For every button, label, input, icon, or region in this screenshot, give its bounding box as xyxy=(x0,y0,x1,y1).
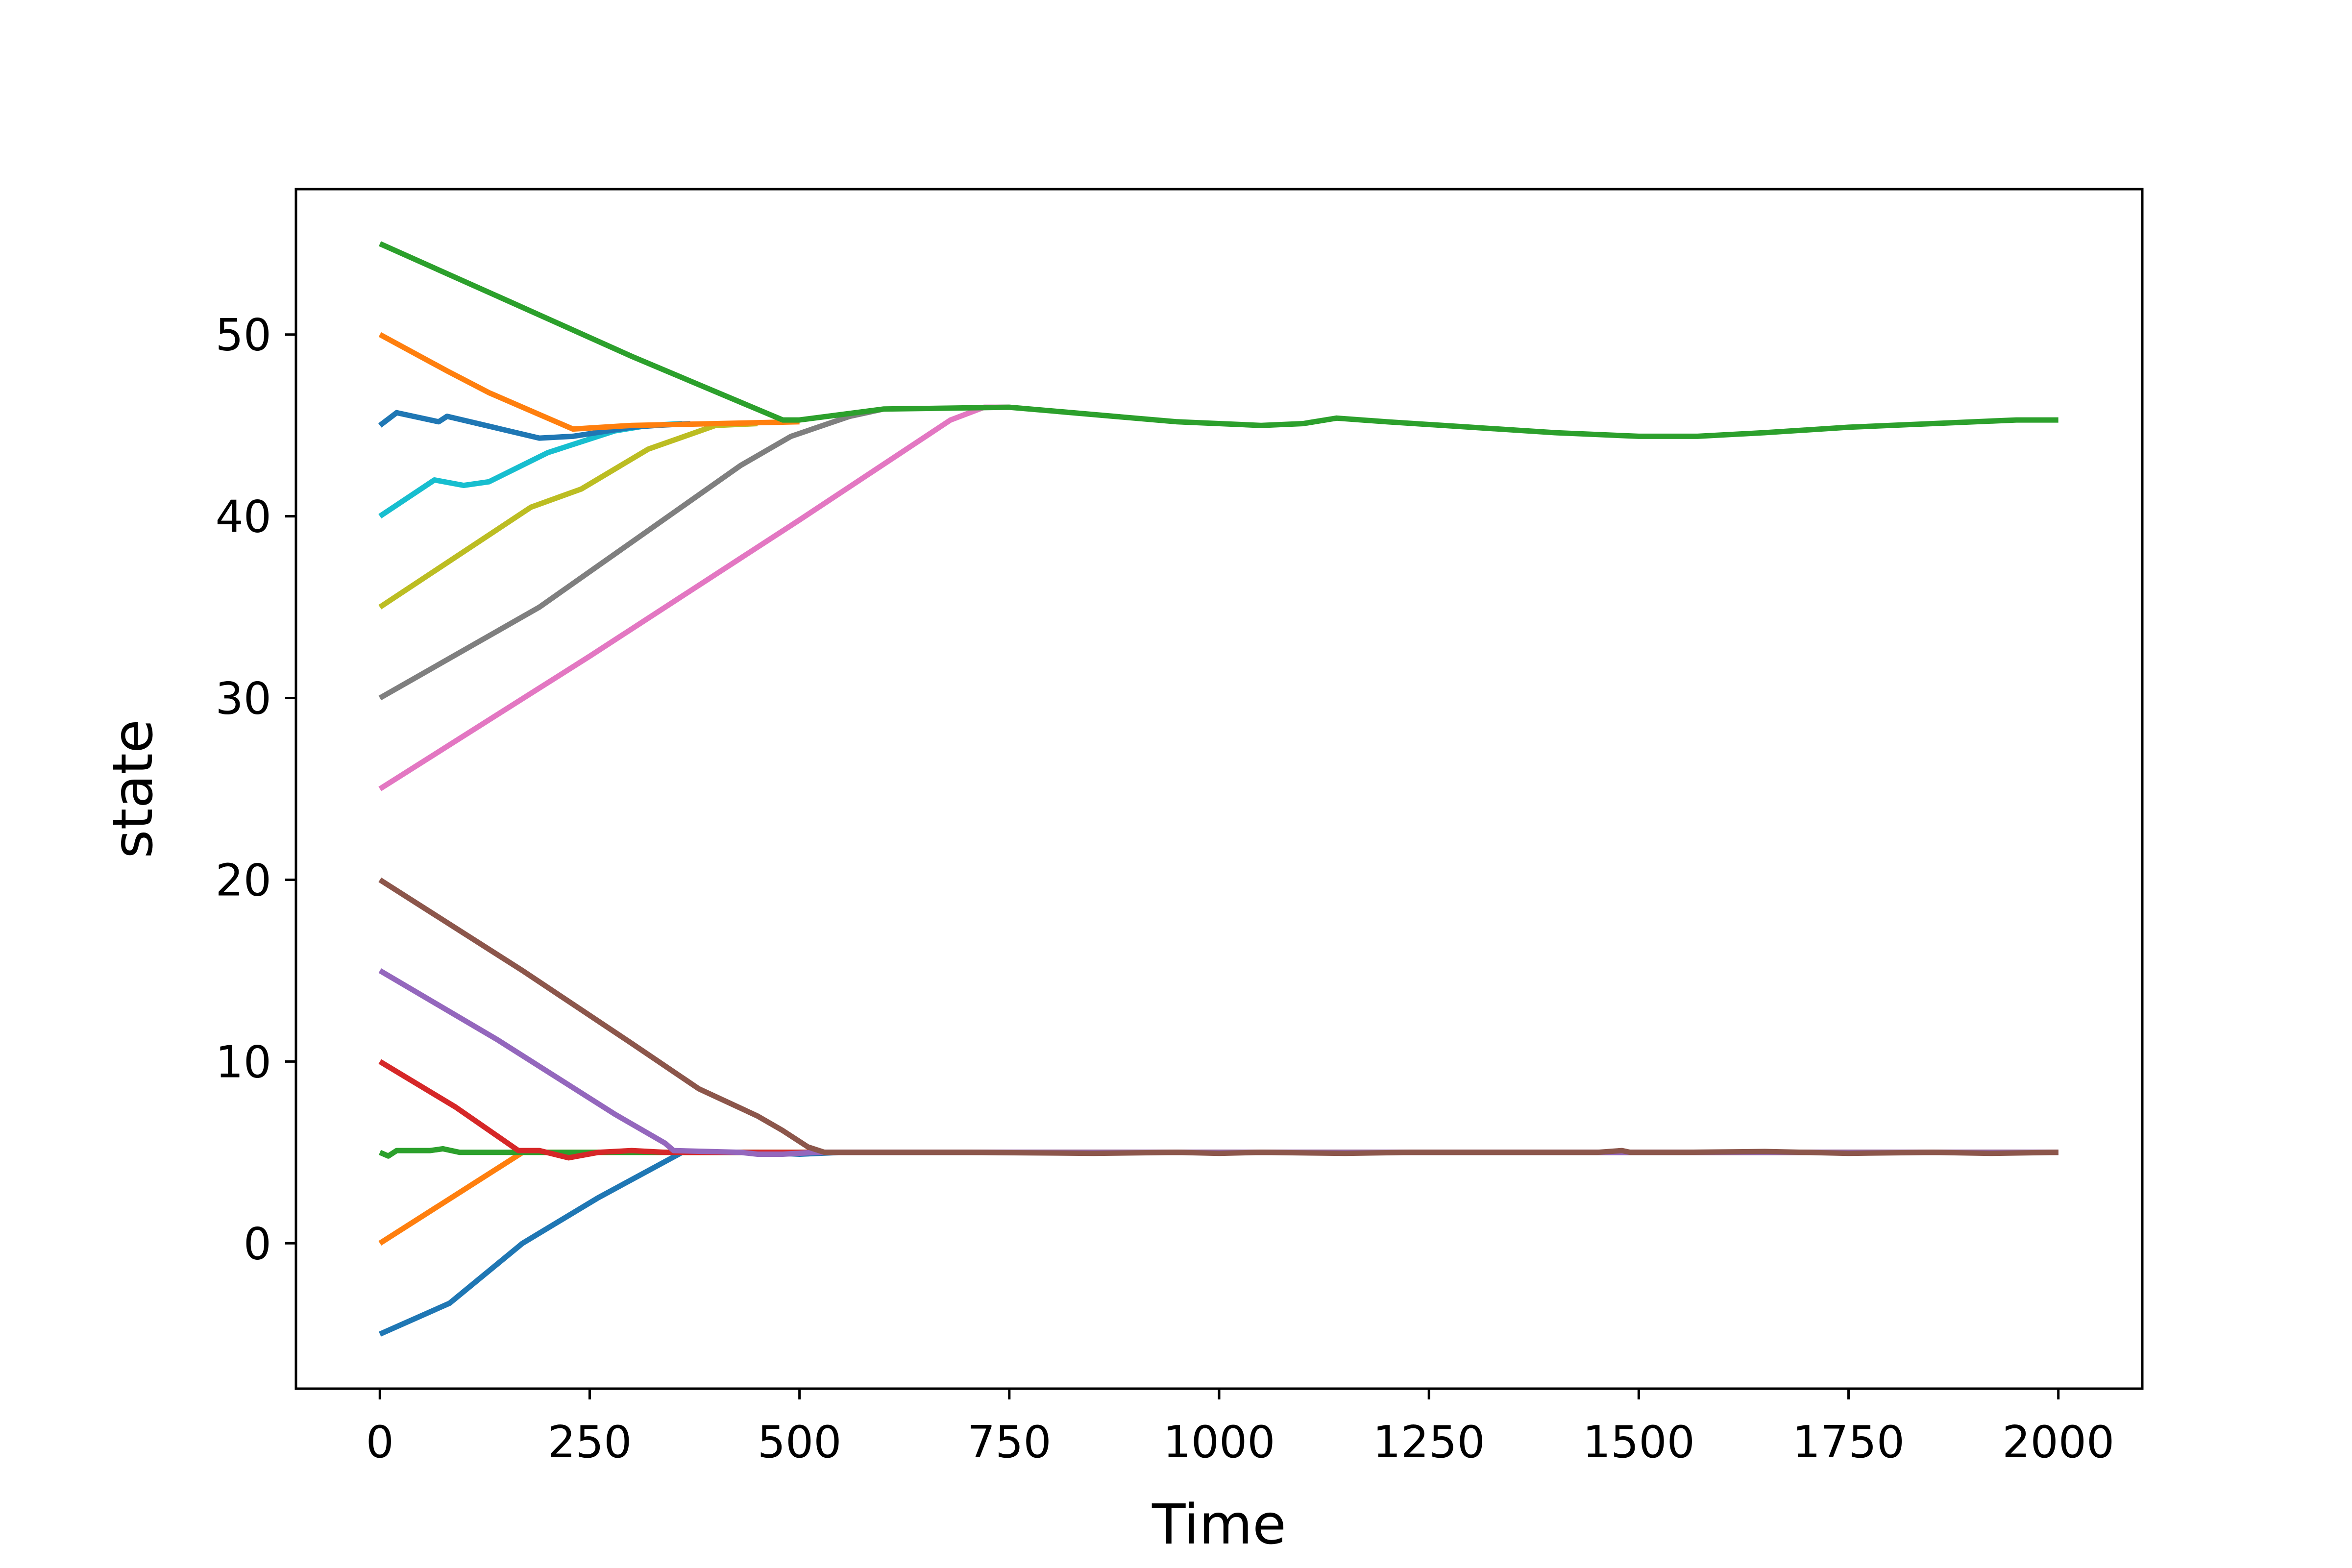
series-line-12 xyxy=(378,332,800,432)
plot-area-frame xyxy=(294,188,2144,1390)
x-tick-label: 250 xyxy=(548,1417,632,1468)
series-line-4 xyxy=(378,1059,2058,1161)
x-axis-ticks: 0 250 500 750 1000 1250 1500 1750 2000 xyxy=(366,1389,2114,1468)
y-tick-label: 20 xyxy=(215,855,271,906)
x-tick-label: 750 xyxy=(967,1417,1052,1468)
series-layer xyxy=(378,241,2058,1337)
series-line-8 xyxy=(378,406,884,701)
series-line-2 xyxy=(378,1150,2058,1246)
x-axis-label: Time xyxy=(1152,1493,1286,1557)
series-line-5 xyxy=(378,968,2058,1157)
series-line-13 xyxy=(379,241,2058,439)
y-tick-label: 0 xyxy=(244,1218,271,1270)
x-tick-label: 1500 xyxy=(1583,1417,1695,1468)
x-tick-label: 2000 xyxy=(2002,1417,2114,1468)
y-tick-label: 50 xyxy=(215,310,271,361)
y-tick-label: 30 xyxy=(215,673,271,725)
y-tick-label: 10 xyxy=(215,1036,271,1088)
x-tick-label: 0 xyxy=(366,1417,394,1468)
y-tick-label: 40 xyxy=(215,491,271,543)
y-axis-ticks: 0 10 20 30 40 50 xyxy=(215,310,296,1270)
x-tick-label: 1750 xyxy=(1792,1417,1905,1468)
series-line-7 xyxy=(378,404,1009,791)
series-line-1 xyxy=(379,1150,2058,1337)
x-tick-label: 500 xyxy=(758,1417,842,1468)
x-tick-label: 1250 xyxy=(1373,1417,1485,1468)
y-axis-label: state xyxy=(101,719,165,858)
series-line-6 xyxy=(378,877,2058,1156)
series-line-9 xyxy=(378,421,758,610)
x-tick-label: 1000 xyxy=(1163,1417,1275,1468)
